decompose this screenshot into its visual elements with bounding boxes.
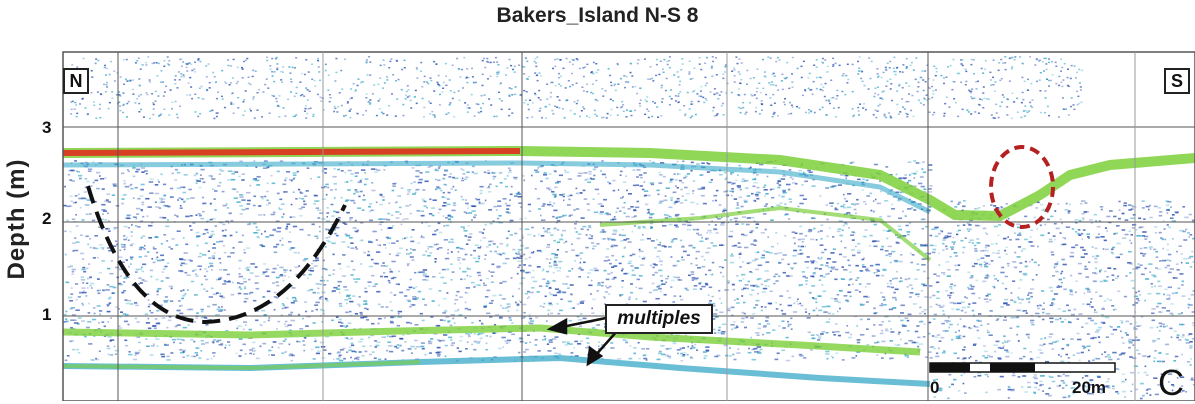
north-label: N: [63, 68, 89, 94]
reflector-layer: [62, 145, 1195, 387]
y-tick-1: 1: [42, 305, 52, 324]
channel-interpretation-line: [86, 185, 347, 325]
seabed-reflector: [62, 145, 1195, 222]
seabed-secondary: [62, 160, 932, 215]
multiples-callout: multiples: [605, 304, 713, 334]
second-multiple: [62, 354, 931, 387]
subsurface-reflector: [599, 205, 932, 262]
scale-bar: [929, 362, 1116, 373]
scale-bar-end-label: 20m: [1072, 378, 1107, 397]
profile-frame: [62, 51, 1195, 401]
seabed-strong-return: [62, 148, 521, 156]
multiples-arrows: [546, 316, 619, 367]
scale-bar-start-label: 0: [930, 378, 940, 397]
anomaly-circle: [989, 145, 1055, 229]
first-multiple: [62, 324, 921, 356]
y-tick-3: 3: [42, 118, 52, 137]
second-multiple-highlight: [62, 360, 421, 371]
south-label: S: [1164, 68, 1190, 94]
y-tick-2: 2: [42, 209, 52, 228]
figure-title: Bakers_Island N-S 8: [496, 4, 699, 27]
panel-letter: C: [1158, 362, 1184, 403]
